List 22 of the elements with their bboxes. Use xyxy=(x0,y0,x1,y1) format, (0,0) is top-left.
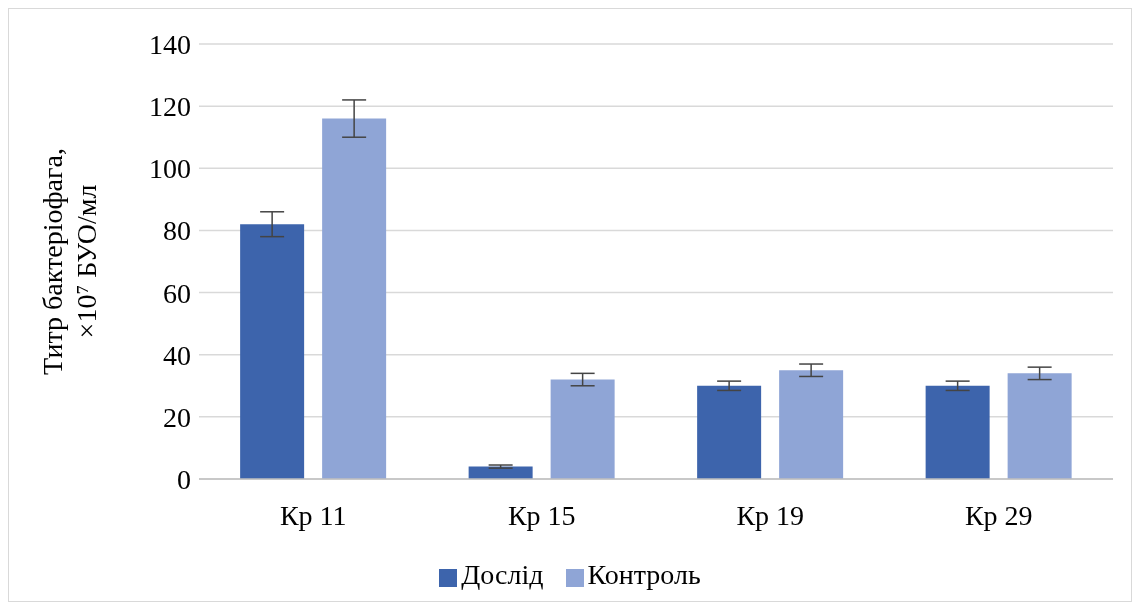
legend-label: Контроль xyxy=(587,559,701,590)
x-tick-label: Кр 19 xyxy=(736,499,805,531)
y-tick-label: 40 xyxy=(163,339,191,371)
y-tick-label: 140 xyxy=(149,28,191,60)
y-axis-title: Титр бактеріофага, ×10⁷ БУО/мл xyxy=(37,148,102,375)
bar xyxy=(240,224,305,479)
y-tick-label: 20 xyxy=(163,401,191,433)
bar xyxy=(550,379,615,479)
y-tick-label: 60 xyxy=(163,277,191,309)
bar xyxy=(322,118,387,479)
y-tick-label: 0 xyxy=(177,463,191,495)
bar xyxy=(697,385,762,479)
bar xyxy=(925,385,990,479)
y-tick-label: 120 xyxy=(149,91,191,123)
x-tick-label: Кр 15 xyxy=(507,499,576,531)
x-tick-label: Кр 11 xyxy=(279,499,347,531)
legend-label: Дослід xyxy=(461,559,544,590)
bar xyxy=(1007,373,1072,479)
bar xyxy=(779,370,844,479)
y-tick-label: 80 xyxy=(163,215,191,247)
y-tick-label: 100 xyxy=(149,153,191,185)
x-tick-label: Кр 29 xyxy=(964,499,1033,531)
